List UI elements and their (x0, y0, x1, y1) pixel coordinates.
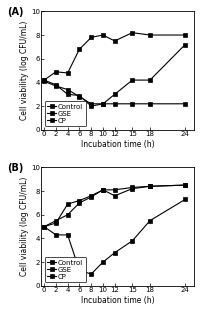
X-axis label: Incubation time (h): Incubation time (h) (80, 140, 154, 149)
Y-axis label: Cell viability (log CFU/mL): Cell viability (log CFU/mL) (20, 177, 29, 276)
Text: (A): (A) (8, 7, 24, 17)
Legend: Control, GSE, CP: Control, GSE, CP (44, 257, 85, 282)
Y-axis label: Cell viability (log CFU/mL): Cell viability (log CFU/mL) (20, 21, 29, 120)
X-axis label: Incubation time (h): Incubation time (h) (80, 296, 154, 305)
Legend: Control, GSE, CP: Control, GSE, CP (44, 101, 85, 126)
Text: (B): (B) (8, 163, 24, 173)
